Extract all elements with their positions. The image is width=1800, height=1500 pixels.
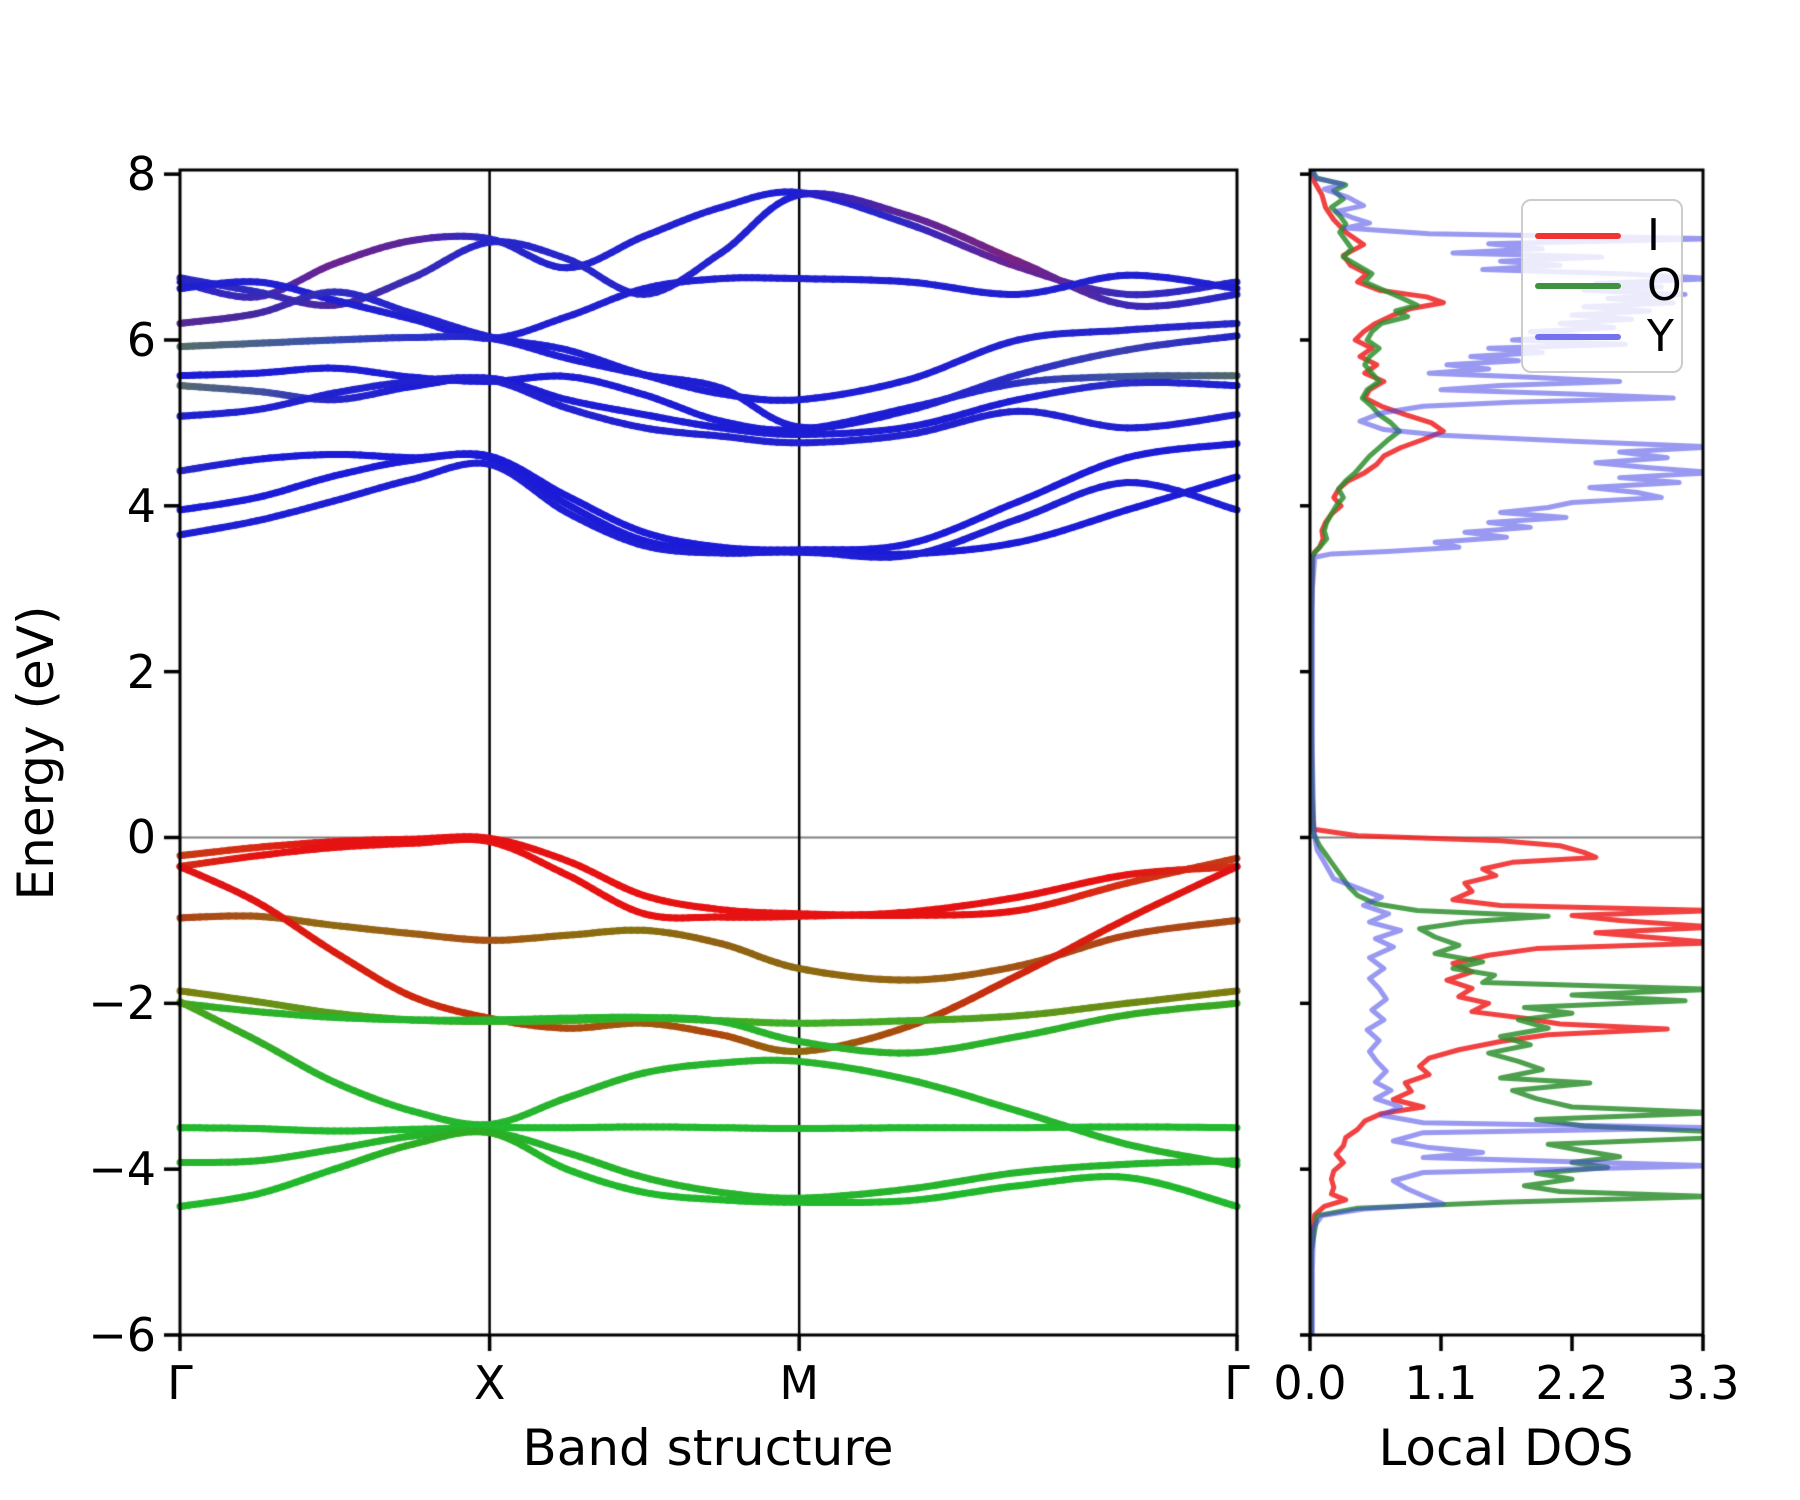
legend-label-Y: Y bbox=[1647, 310, 1674, 362]
y-tick-label: −6 bbox=[88, 1308, 156, 1362]
legend-label-I: I bbox=[1647, 209, 1660, 261]
y-tick-label: −2 bbox=[88, 976, 156, 1031]
local-dos-xlabel: Local DOS bbox=[1378, 1419, 1634, 1477]
y-tick-label: 6 bbox=[126, 312, 156, 367]
y-tick-label: 0 bbox=[126, 810, 156, 865]
kpoint-tick-label: Γ bbox=[1224, 1356, 1250, 1410]
y-tick-label: 2 bbox=[126, 644, 156, 699]
y-tick-label: −4 bbox=[88, 1142, 156, 1197]
legend-row-I: I bbox=[1535, 209, 1669, 261]
y-tick-label: 8 bbox=[126, 147, 156, 202]
legend-swatch-Y bbox=[1535, 333, 1621, 340]
legend-row-Y: Y bbox=[1535, 314, 1674, 359]
dos-tick-label: 1.1 bbox=[1404, 1356, 1478, 1410]
legend-row-O: O bbox=[1535, 264, 1682, 308]
dos-tick-label: 0.0 bbox=[1273, 1356, 1347, 1410]
dos-tick-label: 3.3 bbox=[1666, 1356, 1740, 1410]
band-structure-xlabel: Band structure bbox=[522, 1419, 894, 1477]
dos-tick-label: 2.2 bbox=[1535, 1356, 1609, 1410]
kpoint-tick-label: X bbox=[473, 1356, 506, 1410]
kpoint-tick-label: M bbox=[779, 1356, 820, 1410]
legend-swatch-I bbox=[1535, 232, 1621, 239]
kpoint-tick-label: Γ bbox=[167, 1356, 193, 1410]
y-tick-label: 4 bbox=[126, 478, 156, 533]
legend-label-O: O bbox=[1647, 260, 1682, 311]
legend-swatch-O bbox=[1535, 283, 1621, 289]
y-axis-label: Energy (eV) bbox=[7, 605, 65, 901]
